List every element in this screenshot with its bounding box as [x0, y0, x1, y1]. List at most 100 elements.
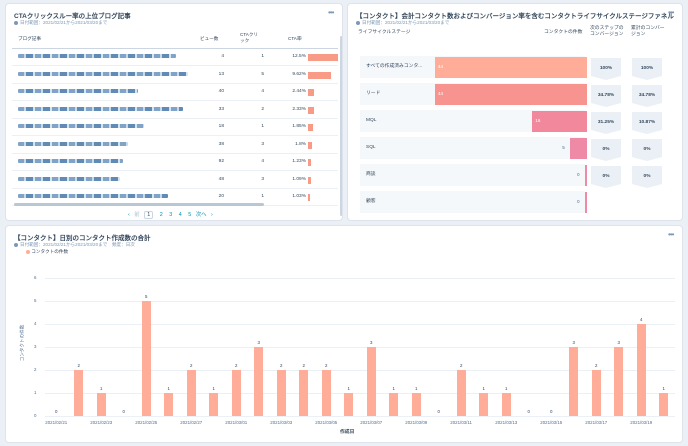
col-views-header[interactable]: ビュー数 — [200, 36, 219, 41]
col-stage-header: ライフサイクルステージ — [358, 30, 411, 35]
next-step-conversion: 0% — [591, 166, 621, 188]
chart-bar[interactable] — [141, 301, 151, 416]
blog-post-link[interactable] — [18, 194, 168, 198]
blog-post-link[interactable] — [18, 71, 188, 76]
blog-post-link[interactable] — [18, 176, 120, 181]
chart-bar[interactable] — [254, 347, 264, 416]
chart-bar[interactable] — [344, 393, 354, 416]
table-row: 4 1 12.5% — [12, 48, 338, 66]
chart-bar[interactable] — [74, 370, 84, 416]
y-tick-label: 1 — [34, 390, 37, 395]
chart-bar[interactable] — [479, 393, 489, 416]
blog-post-link[interactable] — [18, 141, 128, 146]
cta-rate-bar — [308, 89, 314, 96]
chart-bar[interactable] — [164, 393, 174, 416]
blog-post-link[interactable] — [18, 54, 176, 58]
table-row: 92 4 1.23% — [12, 153, 338, 171]
rate-cell: 2.44% — [292, 89, 306, 94]
chart-bar[interactable] — [186, 370, 196, 416]
col-clicks-header[interactable]: CTAクリック — [240, 32, 259, 43]
total-conversion: 34.78% — [632, 85, 662, 107]
pager-page-4[interactable]: 4 — [178, 212, 182, 218]
rate-cell: 1.85% — [292, 124, 306, 129]
y-tick-label: 0 — [34, 413, 37, 418]
rate-cell: 2.33% — [292, 106, 306, 112]
card-subtitle: 日付範囲：2021/02/21から2021/03/20まで — [14, 20, 107, 26]
funnel-bar[interactable] — [570, 138, 587, 159]
clicks-cell: 2 — [261, 106, 264, 112]
funnel-bar[interactable] — [585, 165, 587, 186]
y-tick-label: 6 — [34, 275, 37, 280]
funnel-count: 0 — [577, 199, 580, 204]
funnel-bar[interactable] — [532, 111, 587, 132]
bar-value-label: 0 — [527, 409, 530, 414]
vertical-scrollbar[interactable] — [340, 36, 342, 216]
pager-page-1[interactable]: 1 — [144, 211, 154, 219]
chart-bar[interactable] — [659, 393, 669, 416]
chart-bar[interactable] — [276, 370, 286, 416]
pager-page-5[interactable]: 5 — [188, 212, 192, 218]
pager-page-3[interactable]: 3 — [169, 212, 173, 218]
total-conversion: 10.87% — [632, 112, 662, 134]
table-row: 13 5 9.62% — [12, 66, 338, 84]
pager-prev[interactable]: 前 — [134, 212, 140, 218]
blog-post-link[interactable] — [18, 159, 123, 163]
chart-bar[interactable] — [591, 370, 601, 416]
chart-bar[interactable] — [366, 347, 376, 416]
pager-next[interactable]: 次へ — [195, 212, 207, 218]
chart-bar[interactable] — [209, 393, 219, 416]
chart-bar[interactable] — [411, 393, 421, 416]
funnel-bar[interactable] — [435, 57, 587, 78]
chart-bar[interactable] — [501, 393, 511, 416]
chart-bar[interactable] — [321, 370, 331, 416]
y-tick-label: 2 — [34, 367, 37, 372]
funnel-row: 商談 — [360, 164, 585, 186]
gridline — [45, 347, 675, 348]
info-icon — [14, 20, 18, 25]
y-axis-label: コンタクトの件数 — [19, 324, 25, 362]
chart-bar[interactable] — [569, 347, 579, 416]
funnel-row: 顧客 — [360, 191, 585, 213]
blog-post-link[interactable] — [18, 106, 183, 111]
x-tick-label: 2021/03/09 — [405, 420, 428, 425]
funnel-stage-label: MQL — [366, 118, 377, 123]
col-rate-header[interactable]: CTA率 — [288, 36, 302, 41]
more-options-icon[interactable]: ••• — [668, 8, 674, 17]
chevron-left-icon[interactable]: ‹ — [128, 212, 130, 218]
funnel-stage-label: すべての作成済みコンタ... — [366, 64, 423, 69]
chart-bar[interactable] — [231, 370, 241, 416]
funnel-stage-label: SQL — [366, 145, 376, 150]
chart-bar[interactable] — [389, 393, 399, 416]
bar-value-label: 0 — [437, 409, 440, 414]
chart-bar[interactable] — [96, 393, 106, 416]
col-post-header[interactable]: ブログ記事 — [18, 36, 41, 41]
more-options-icon[interactable]: ••• — [668, 230, 674, 239]
bar-value-label: 0 — [550, 409, 553, 414]
bar-value-label: 0 — [122, 409, 125, 414]
total-conversion: 0% — [632, 166, 662, 188]
clicks-cell: 3 — [261, 141, 264, 147]
table-row: 18 1 1.85% — [12, 118, 338, 136]
chart-bar[interactable] — [614, 347, 624, 416]
pager-page-2[interactable]: 2 — [159, 212, 163, 218]
funnel-bar[interactable] — [435, 84, 587, 105]
table-header: ブログ記事 ビュー数 CTAクリック CTA率 ↓ — [12, 28, 338, 49]
funnel-bar[interactable] — [585, 192, 587, 213]
y-tick-label: 3 — [34, 344, 37, 349]
bar-value-label: 4 — [640, 317, 643, 322]
more-options-icon[interactable]: ••• — [328, 8, 334, 17]
funnel-count: 0 — [577, 172, 580, 177]
chart-bar[interactable] — [636, 324, 646, 416]
funnel-stage-label: リード — [366, 91, 381, 96]
chevron-right-icon[interactable]: › — [211, 212, 213, 218]
rate-cell: 9.62% — [292, 71, 306, 77]
sort-down-icon[interactable]: ↓ — [300, 35, 303, 40]
chart-bar[interactable] — [456, 370, 466, 416]
blog-post-link[interactable] — [18, 89, 138, 93]
bar-value-label: 1 — [392, 386, 395, 391]
gridline — [45, 416, 675, 417]
blog-post-link[interactable] — [18, 124, 144, 128]
chart-bar[interactable] — [299, 370, 309, 416]
horizontal-scrollbar[interactable] — [14, 203, 264, 206]
total-conversion: 100% — [632, 58, 662, 80]
